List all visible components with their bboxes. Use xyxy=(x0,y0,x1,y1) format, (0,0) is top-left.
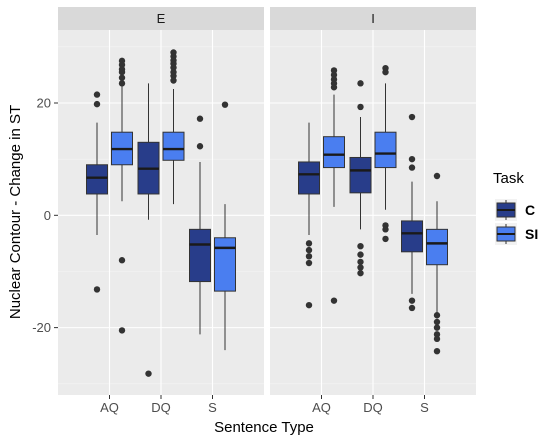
box-iqr xyxy=(86,164,108,195)
outlier-point xyxy=(93,91,101,98)
facet-panels: E AQ DQ S I AQ DQ S xyxy=(58,7,476,415)
outlier-point xyxy=(357,251,364,258)
outlier-point xyxy=(433,172,441,180)
outlier-point xyxy=(118,80,126,87)
outlier-point xyxy=(305,259,313,267)
y-axis: -20 0 20 xyxy=(32,96,58,335)
outlier-point xyxy=(357,242,364,250)
legend-item-SI: SI xyxy=(495,223,538,245)
outlier-point xyxy=(118,74,126,81)
facet-strip-label: I xyxy=(371,11,375,26)
y-axis-title: Nuclear Contour - Change in ST xyxy=(7,105,24,319)
y-tick-label: -20 xyxy=(32,320,51,335)
facet-panel-E: E AQ DQ S xyxy=(58,7,264,415)
legend-label: SI xyxy=(525,226,538,242)
outlier-point xyxy=(118,257,126,264)
outlier-point xyxy=(305,246,313,254)
legend-item-C: C xyxy=(495,199,535,221)
outlier-point xyxy=(433,318,441,326)
facet-strip xyxy=(58,7,264,30)
outlier-point xyxy=(170,77,177,84)
outlier-point xyxy=(408,155,416,163)
outlier-point xyxy=(118,68,126,76)
x-tick-label: DQ xyxy=(151,400,171,415)
outlier-point xyxy=(408,164,416,171)
outlier-point xyxy=(357,103,364,111)
y-tick-label: 0 xyxy=(44,208,51,223)
box-S-C xyxy=(189,115,211,335)
outlier-point xyxy=(408,113,416,121)
outlier-point xyxy=(118,61,126,69)
box-iqr xyxy=(349,156,372,194)
box-iqr xyxy=(162,131,185,161)
legend: Task C SI xyxy=(493,170,538,245)
outlier-point xyxy=(330,71,338,79)
outlier-point xyxy=(196,115,204,122)
outlier-point xyxy=(170,64,177,71)
x-tick-label: S xyxy=(420,400,429,415)
outlier-point xyxy=(196,143,204,150)
box-DQ-SI xyxy=(162,49,185,205)
outlier-point xyxy=(93,286,101,293)
x-tick-label: DQ xyxy=(363,400,383,415)
outlier-point xyxy=(408,304,416,312)
legend-label: C xyxy=(525,202,535,218)
box-DQ-C xyxy=(349,80,372,277)
x-tick-label: AQ xyxy=(100,400,119,415)
outlier-point xyxy=(357,264,364,271)
outlier-point xyxy=(118,327,126,334)
outlier-point xyxy=(408,297,416,304)
outlier-point xyxy=(330,84,338,91)
legend-title: Task xyxy=(493,170,524,187)
box-iqr xyxy=(189,228,211,283)
box-AQ-SI xyxy=(323,67,345,304)
box-AQ-SI xyxy=(111,57,133,334)
outlier-point xyxy=(382,226,389,233)
box-iqr xyxy=(401,220,423,253)
x-axis-title: Sentence Type xyxy=(214,419,314,436)
facet-strip-label: E xyxy=(157,11,166,26)
facet-strip xyxy=(270,7,476,30)
box-S-SI xyxy=(426,172,448,355)
box-iqr xyxy=(374,131,397,169)
outlier-point xyxy=(330,297,338,304)
outlier-point xyxy=(433,335,441,343)
y-tick-label: 20 xyxy=(37,96,51,111)
box-S-SI xyxy=(214,101,236,351)
outlier-point xyxy=(382,68,389,76)
outlier-point xyxy=(221,101,229,108)
outlier-point xyxy=(305,253,313,260)
box-iqr xyxy=(214,237,236,292)
box-DQ-SI xyxy=(374,64,397,243)
outlier-point xyxy=(330,67,338,74)
facet-panel-I: I AQ DQ S xyxy=(270,7,476,415)
x-tick-label: AQ xyxy=(312,400,331,415)
box-AQ-C xyxy=(86,91,108,293)
outlier-point xyxy=(145,370,152,377)
outlier-point xyxy=(305,240,313,247)
box-iqr xyxy=(323,136,345,169)
box-iqr xyxy=(298,161,320,195)
x-tick-label: S xyxy=(208,400,217,415)
outlier-point xyxy=(433,348,441,355)
outlier-point xyxy=(382,235,389,243)
box-DQ-C xyxy=(137,83,160,377)
outlier-point xyxy=(433,324,441,331)
outlier-point xyxy=(305,301,313,309)
outlier-point xyxy=(357,258,364,266)
outlier-point xyxy=(357,269,364,277)
box-iqr xyxy=(426,228,448,266)
outlier-point xyxy=(433,331,441,338)
outlier-point xyxy=(170,72,177,80)
outlier-point xyxy=(433,312,441,319)
box-AQ-C xyxy=(298,122,320,309)
outlier-point xyxy=(357,80,364,87)
box-S-C xyxy=(401,113,423,312)
outlier-point xyxy=(93,100,101,108)
